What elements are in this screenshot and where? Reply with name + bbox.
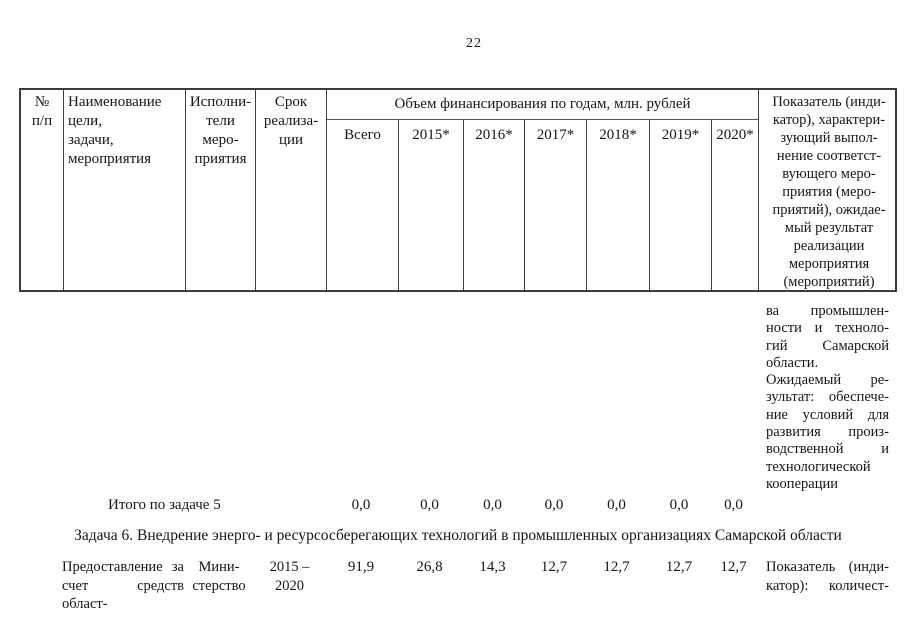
text-line: развития произ- <box>766 424 889 441</box>
header-cell-year-2016: 2016* <box>464 120 525 290</box>
text-line: стерство <box>192 577 246 594</box>
measure-value-2015: 26,8 <box>416 559 443 575</box>
totals-value-total: 0,0 <box>351 497 371 513</box>
page-number: 22 <box>466 36 482 51</box>
measure-value-2020: 12,7 <box>720 559 747 575</box>
text-line: 2015 – <box>269 559 310 575</box>
header-cell-year-2017: 2017* <box>525 120 587 290</box>
text-line: области. <box>766 354 819 371</box>
finance-table-header: № п/п Наименование цели, задачи, меропри… <box>19 88 897 292</box>
header-cell-year-2018: 2018* <box>587 120 650 290</box>
text-line: зультат: обеспече- <box>766 389 889 406</box>
totals-row: Итого по задаче 5 0,0 0,0 0,0 0,0 0,0 0,… <box>19 496 897 515</box>
text-line: катор): количест- <box>766 577 889 594</box>
text-line: ние условий для <box>766 406 889 423</box>
measure-value-2016: 14,3 <box>479 559 506 575</box>
text-line: кооперации <box>766 475 838 492</box>
text-line: Ожидаемый ре- <box>766 372 889 389</box>
text-line: гий Самарской <box>766 337 889 354</box>
text-line: ности и техноло- <box>766 320 889 337</box>
totals-label: Итого по задаче 5 <box>108 497 221 513</box>
totals-value-2020: 0,0 <box>724 497 743 513</box>
totals-value-2019: 0,0 <box>669 497 689 513</box>
header-cell-indicator: Показатель (инди- катор), характери- зую… <box>772 94 886 290</box>
measure-value-2018: 12,7 <box>603 559 630 575</box>
header-cell-year-total: Всего <box>327 120 399 290</box>
measure-indicator: Показатель (инди- катор): количест- <box>757 558 897 614</box>
totals-value-2016: 0,0 <box>483 497 502 513</box>
text-line: технологической <box>766 458 871 475</box>
totals-value-2015: 0,0 <box>420 497 439 513</box>
header-cell-year-2020: 2020* <box>712 120 759 290</box>
totals-value-2018: 0,0 <box>607 497 626 513</box>
text-line: 2020 <box>275 577 304 594</box>
header-cell-num: № п/п <box>21 90 64 290</box>
measure-value-2017: 12,7 <box>540 559 568 575</box>
header-cell-executor: Исполни- тели меро- приятия <box>186 90 256 290</box>
header-cell-year-2019: 2019* <box>650 120 712 290</box>
totals-value-2017: 0,0 <box>544 497 564 513</box>
measure-period: 2015 – 2020 <box>254 558 325 614</box>
measure-name: Предоставление за счет средств област- <box>62 558 184 614</box>
header-cell-name: Наименование цели, задачи, мероприятия <box>64 90 186 290</box>
text-line: ва промышлен- <box>766 303 889 319</box>
header-cell-year-2015: 2015* <box>399 120 464 290</box>
measure-executor: Мини- стерство <box>184 558 254 614</box>
text-line: счет средств област- <box>62 577 184 613</box>
measure-value-2019: 12,7 <box>665 559 693 575</box>
header-cell-period: Срок реализа- ции <box>256 90 327 290</box>
text-line: Показатель (инди- <box>766 559 889 575</box>
task-6-heading: Задача 6. Внедрение энерго- и ресурсосбе… <box>74 527 842 544</box>
indicator-continuation-text: ва промышлен- ности и техноло- гий Самар… <box>757 303 897 493</box>
measure-value-total: 91,9 <box>347 559 375 575</box>
measure-row: Предоставление за счет средств област- М… <box>19 558 897 614</box>
text-line: Предоставление за <box>62 559 184 575</box>
text-line: водственной и <box>766 441 889 458</box>
header-cell-finance-span: Объем финансирования по годам, млн. рубл… <box>327 90 759 120</box>
text-line: Мини- <box>198 559 240 575</box>
